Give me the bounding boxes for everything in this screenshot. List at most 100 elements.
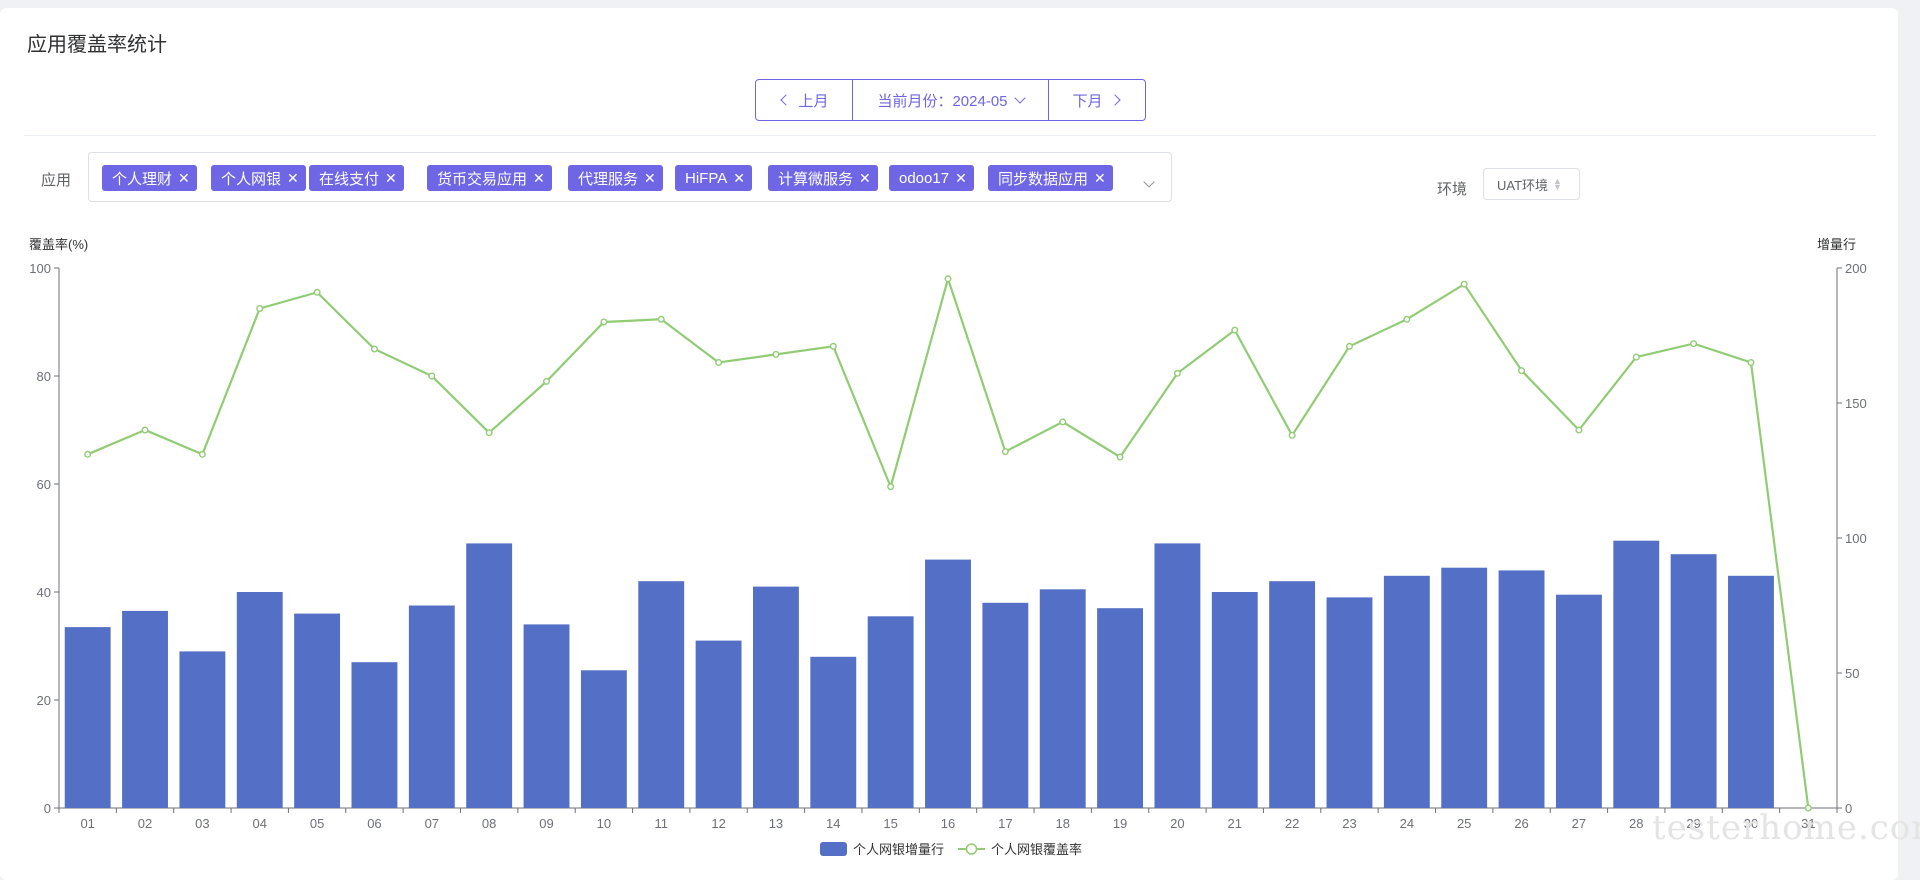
- x-tick-label: 25: [1457, 816, 1471, 831]
- close-icon[interactable]: ✕: [287, 169, 299, 186]
- bar: [351, 662, 398, 808]
- x-tick-label: 13: [769, 816, 783, 831]
- line-point: [1575, 426, 1583, 434]
- legend-bar-swatch: [820, 842, 847, 856]
- app-tag-label: odoo17: [899, 169, 950, 187]
- bar: [925, 559, 971, 808]
- line-point: [1747, 359, 1755, 367]
- x-tick-label: 27: [1572, 816, 1586, 831]
- x-tick-label: 11: [654, 816, 668, 831]
- x-tick-label: 30: [1744, 816, 1758, 831]
- x-tick-label: 12: [711, 816, 725, 831]
- app-tag-label: 货币交易应用: [437, 170, 528, 188]
- legend-line-marker: [965, 843, 978, 855]
- app-tag: 个人网银 ✕: [211, 165, 306, 191]
- x-tick-label: 31: [1801, 816, 1815, 831]
- line-point: [1690, 340, 1698, 348]
- prev-month-label: 上月: [798, 92, 829, 110]
- bar: [1728, 575, 1774, 808]
- app-tag-label: HiFPA: [685, 169, 728, 187]
- next-month-button[interactable]: 下月: [1049, 80, 1145, 120]
- bar: [695, 640, 742, 808]
- watermark: testerhome.com: [1652, 808, 1920, 848]
- x-tick-label: 19: [1113, 816, 1127, 831]
- close-icon[interactable]: ✕: [955, 169, 967, 186]
- bar: [64, 627, 111, 808]
- close-icon[interactable]: ✕: [178, 169, 190, 186]
- x-tick-label: 03: [195, 816, 209, 831]
- close-icon[interactable]: ✕: [859, 169, 871, 186]
- env-select[interactable]: UAT环境 ▲ ▼: [1483, 168, 1580, 200]
- legend-bar-label: 个人网银增量行: [853, 842, 944, 857]
- bar: [752, 586, 799, 808]
- y-tick-label: 20: [37, 693, 51, 708]
- app-tag: 个人理财 ✕: [102, 165, 197, 191]
- y2-tick-label: 50: [1845, 666, 1859, 681]
- x-tick-label: 23: [1342, 816, 1356, 831]
- line-point: [829, 342, 837, 350]
- app-tag-label: 个人理财: [112, 170, 173, 188]
- bar: [580, 670, 627, 808]
- close-icon[interactable]: ✕: [1094, 169, 1106, 186]
- x-tick-label: 07: [425, 816, 439, 831]
- x-tick-label: 24: [1400, 816, 1414, 831]
- line-point: [1632, 353, 1640, 361]
- line-point: [1059, 418, 1067, 426]
- line-point: [198, 450, 206, 458]
- line-point: [1460, 280, 1468, 288]
- app-tag-label: 计算微服务: [778, 170, 854, 188]
- y-tick-label: 0: [44, 801, 51, 816]
- line-point: [313, 288, 321, 296]
- month-navigator: 上月 当前月份：2024-05 下月: [755, 79, 1146, 121]
- line-point: [657, 315, 665, 323]
- app-tag: 在线支付 ✕: [309, 165, 404, 191]
- close-icon[interactable]: ✕: [733, 169, 745, 186]
- close-icon[interactable]: ✕: [533, 169, 545, 186]
- line-point: [944, 275, 952, 283]
- env-filter-label: 环境: [1437, 181, 1468, 198]
- app-tag: HiFPA ✕: [675, 165, 752, 191]
- close-icon[interactable]: ✕: [385, 169, 397, 186]
- x-tick-label: 10: [597, 816, 611, 831]
- line-point: [1518, 367, 1526, 375]
- app-multi-select[interactable]: 个人理财 ✕ 个人网银 ✕ 在线支付 ✕ 货币交易应用 ✕ 代理服务 ✕ HiFPA ✕ 计算微服务 ✕ o…: [88, 152, 1172, 202]
- sort-arrows-icon: ▲ ▼: [1553, 176, 1562, 192]
- x-tick-label: 14: [826, 816, 840, 831]
- line-point: [1116, 453, 1124, 461]
- line-point: [1804, 804, 1812, 812]
- app-tag-label: 同步数据应用: [998, 170, 1089, 188]
- bar: [810, 656, 857, 808]
- line-point: [485, 429, 493, 437]
- app-tag: 代理服务 ✕: [568, 165, 663, 191]
- bar: [1441, 567, 1488, 808]
- line-point: [887, 483, 895, 491]
- x-tick-label: 18: [1055, 816, 1069, 831]
- line-point: [141, 426, 149, 434]
- bar: [1154, 543, 1201, 808]
- app-tag-label: 个人网银: [221, 170, 282, 188]
- bar: [982, 602, 1029, 808]
- bar: [1613, 540, 1660, 808]
- current-month-dropdown[interactable]: 当前月份：2024-05: [853, 80, 1049, 120]
- x-tick-label: 02: [138, 816, 152, 831]
- close-icon[interactable]: ✕: [644, 169, 656, 186]
- bar: [1498, 570, 1545, 808]
- line-point: [1173, 369, 1181, 377]
- current-month-label: 当前月份：2024-05: [877, 92, 1008, 110]
- line-point: [1288, 431, 1296, 439]
- x-tick-label: 22: [1285, 816, 1299, 831]
- prev-month-button[interactable]: 上月: [756, 80, 853, 120]
- bar: [1039, 589, 1086, 808]
- line-point: [370, 345, 378, 353]
- divider: [24, 135, 1876, 136]
- bar: [638, 581, 685, 808]
- line-point: [1001, 448, 1009, 456]
- bar: [466, 543, 513, 808]
- app-tag-label: 在线支付: [319, 170, 380, 188]
- app-tag: 货币交易应用 ✕: [427, 165, 552, 191]
- bar: [1269, 581, 1316, 808]
- bar: [408, 605, 455, 808]
- bar: [867, 616, 914, 808]
- y2-tick-label: 100: [1845, 531, 1867, 546]
